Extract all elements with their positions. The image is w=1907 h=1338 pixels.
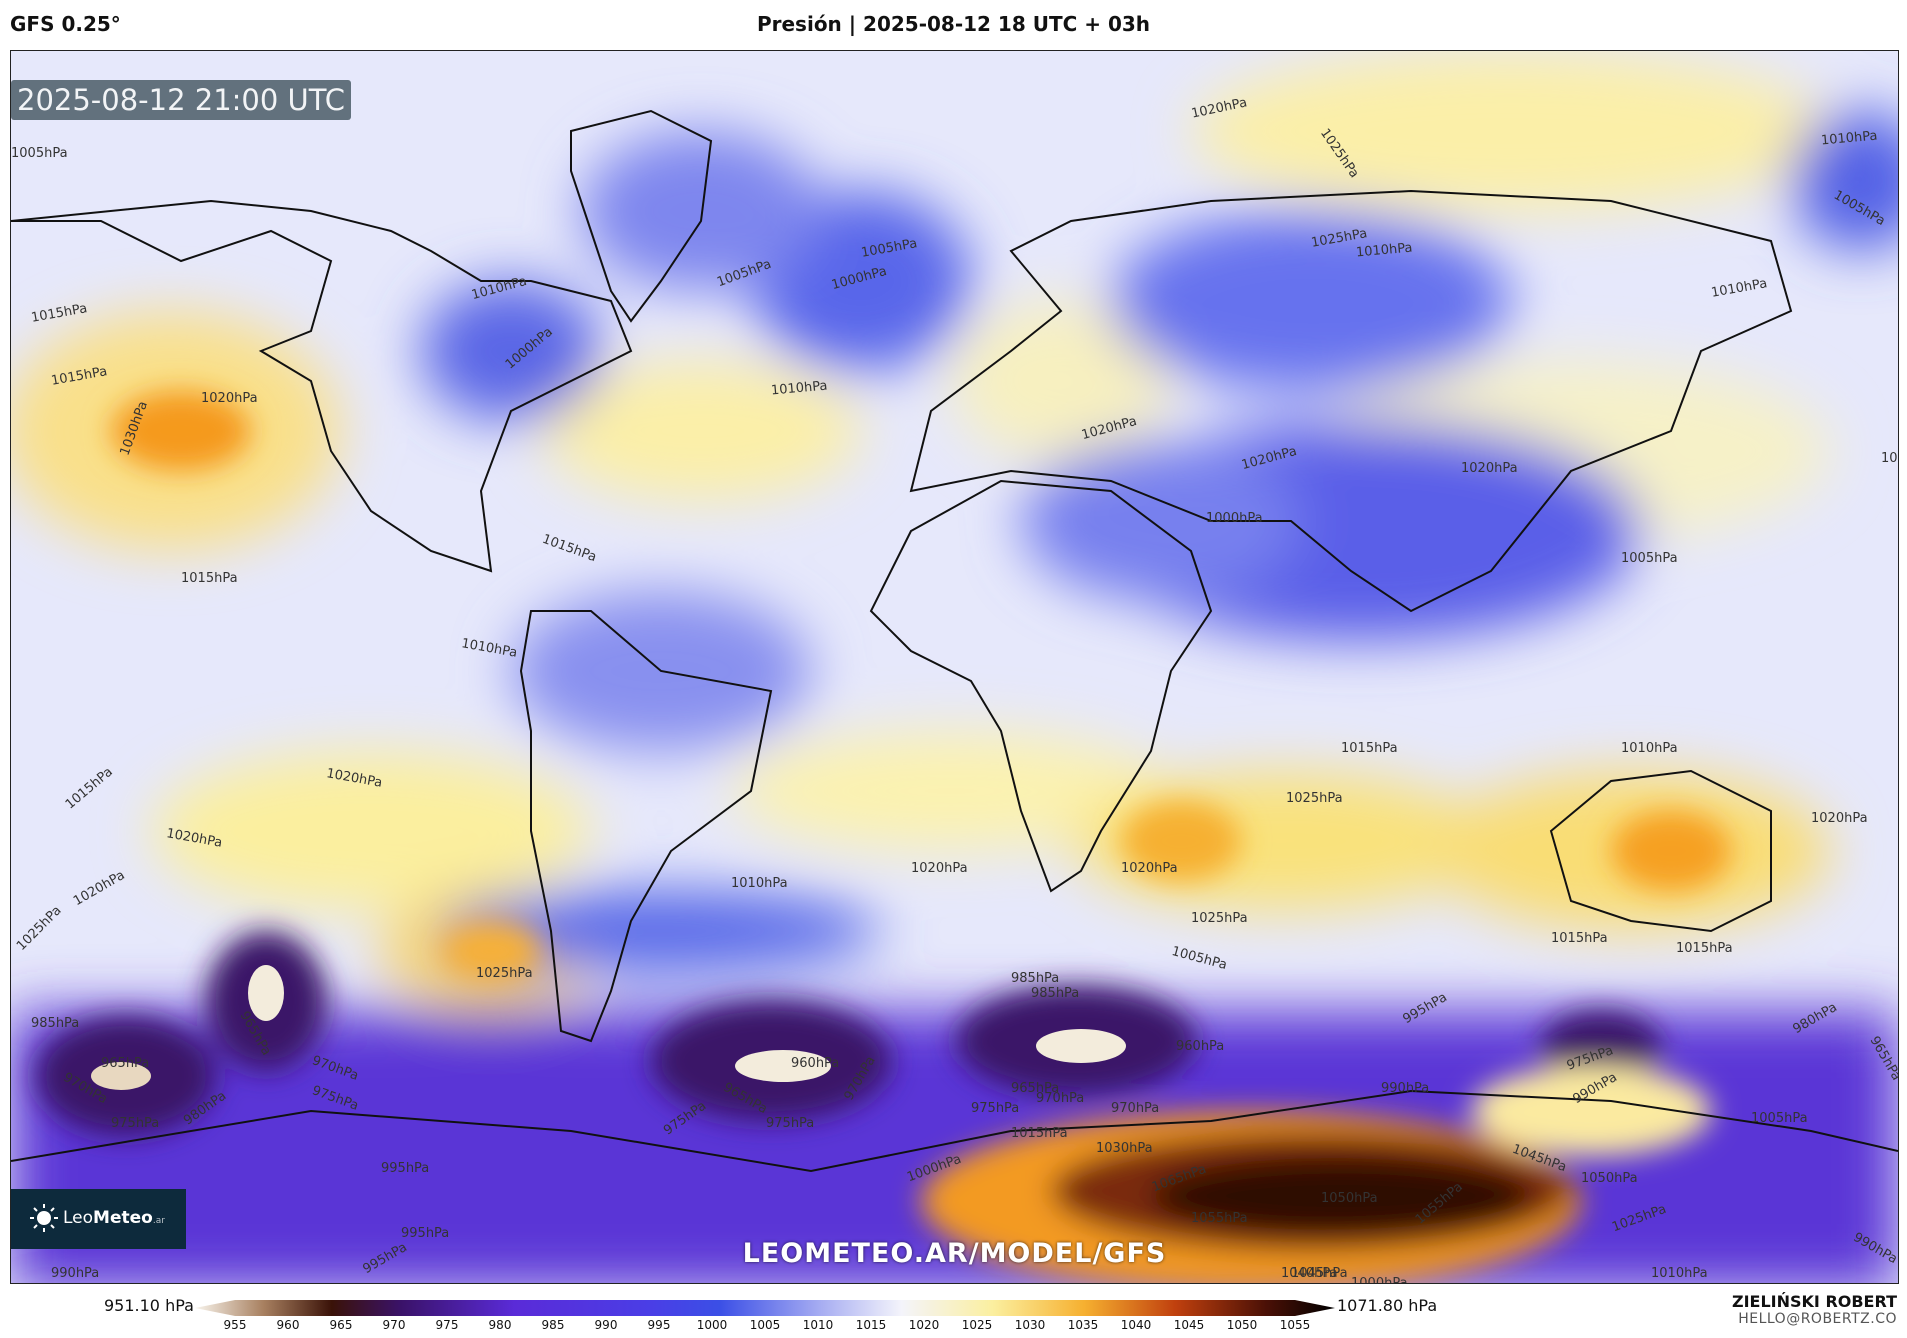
isobar-label: 970hPa (1036, 1091, 1085, 1106)
isobar-label: 985hPa (1031, 986, 1080, 1001)
isobar-label: 1015hPa (1341, 741, 1398, 756)
isobar-label: 1030hPa (1096, 1141, 1153, 1156)
pressure-field (11, 51, 1898, 1283)
isobar-label: 1040hPa (1281, 1266, 1338, 1281)
chart-title: Presión | 2025-08-12 18 UTC + 03h (756, 12, 1151, 36)
isobar-label: 1015hPa (1676, 941, 1733, 956)
colorbar-tick-label: 965 (329, 1318, 353, 1332)
isobar-label: 1025hPa (1191, 911, 1248, 926)
isobar-label: 1005hPa (1751, 1111, 1808, 1126)
isobar-label: 985hPa (1011, 971, 1060, 986)
colorbar-tick-label: 1010 (802, 1318, 834, 1332)
colorbar-ticks: 955 960 965 970 975 980 985 990 995 1000 1005 1010 1… (224, 1318, 1311, 1334)
colorbar-tick-label: 1005 (749, 1318, 781, 1332)
isobar-label: 1015hPa (1881, 451, 1898, 466)
isobar-label: 1020hPa (911, 861, 968, 876)
isobar-label: 1010hPa (731, 876, 788, 891)
colorbar-tick-label: 1035 (1067, 1318, 1099, 1332)
isobar-label: 1050hPa (1581, 1171, 1638, 1186)
low-core (735, 1050, 831, 1082)
isobar-label: 995hPa (401, 1226, 450, 1241)
logo-text-bold: Meteo (93, 1208, 153, 1228)
colorbar-tick-label: 970 (382, 1318, 406, 1332)
colorbar-max-label: 1071.80 hPa (1337, 1296, 1438, 1315)
colorbar-tick-label: 1000 (696, 1318, 728, 1332)
isobar-label: 975hPa (111, 1116, 160, 1131)
isobar-label: 970hPa (1111, 1101, 1160, 1116)
logo-text: LeoMeteo.ar (63, 1208, 165, 1228)
colorbar-tick-label: 1055 (1279, 1318, 1311, 1332)
isobar-label: 1025hPa (1286, 791, 1343, 806)
low-core (91, 1062, 151, 1090)
isobar-label: 990hPa (1381, 1081, 1430, 1096)
isobar-label: 1010hPa (1621, 741, 1678, 756)
logo-text-tld: .ar (152, 1216, 165, 1226)
colorbar (195, 1300, 1335, 1316)
isobar-label: 1010hPa (1651, 1266, 1708, 1281)
footer: 951.10 hPa 955 960 965 970 975 980 985 990 99 (0, 1282, 1907, 1338)
isobar-label: 990hPa (51, 1266, 100, 1281)
colorbar-tick-label: 980 (488, 1318, 512, 1332)
isobar-label: 1020hPa (1461, 461, 1518, 476)
isobar-label: 1020hPa (1121, 861, 1178, 876)
isobar-label: 1005hPa (11, 146, 68, 161)
isobar-label: 1005hPa (1621, 551, 1678, 566)
isobar-label: 1045hPa (1291, 1266, 1348, 1281)
colorbar-tick-label: 960 (276, 1318, 300, 1332)
isobar-label: 965hPa (1011, 1081, 1060, 1096)
low-core (1036, 1029, 1126, 1063)
isobar-label: 1025hPa (476, 966, 533, 981)
colorbar-tick-label: 1015 (855, 1318, 887, 1332)
colorbar-tick-label: 1020 (908, 1318, 940, 1332)
valid-time-badge: 2025-08-12 21:00 UTC (11, 80, 352, 120)
sun-icon (30, 1204, 58, 1232)
colorbar-tick-label: 1040 (1120, 1318, 1152, 1332)
isobar-label: 975hPa (971, 1101, 1020, 1116)
isobar-label: 1055hPa (1191, 1211, 1248, 1226)
isobar-label: 985hPa (31, 1016, 80, 1031)
author-credit: ZIELIŃSKI ROBERT HELLO@ROBERTZ.CO (1732, 1292, 1897, 1327)
isobar-label: 965hPa (101, 1056, 150, 1071)
author-email[interactable]: HELLO@ROBERTZ.CO (1738, 1311, 1897, 1327)
low-core (248, 965, 284, 1021)
pressure-map[interactable]: 2025-08-12 21:00 UTC 1020hPa 1025hPa 1010h… (10, 50, 1899, 1284)
colorbar-tick-label: 1025 (961, 1318, 993, 1332)
coastlines (11, 109, 1898, 1173)
colorbar-tick-label: 955 (223, 1318, 247, 1332)
watermark-url[interactable]: LEOMETEO.AR/MODEL/GFS (742, 1238, 1167, 1269)
leometeo-logo[interactable]: LeoMeteo.ar (11, 1189, 186, 1249)
isobar-label: 960hPa (791, 1056, 840, 1071)
isobar-label: 960hPa (1176, 1039, 1225, 1054)
isobar-label: 1015hPa (181, 571, 238, 586)
isobar-label: 975hPa (766, 1116, 815, 1131)
model-name: GFS 0.25° (10, 12, 121, 36)
colorbar-tick-label: 1050 (1226, 1318, 1258, 1332)
colorbar-tick-label: 1030 (1014, 1318, 1046, 1332)
isobar-label: 1015hPa (1551, 931, 1608, 946)
colorbar-tick-label: 1045 (1173, 1318, 1205, 1332)
isobar-label: 1020hPa (1811, 811, 1868, 826)
isobar-label: 1050hPa (1321, 1191, 1378, 1206)
colorbar-tick-label: 985 (541, 1318, 565, 1332)
colorbar-tick-label: 995 (647, 1318, 671, 1332)
isobar-label: 1015hPa (1011, 1126, 1068, 1141)
isobar-label: 995hPa (381, 1161, 430, 1176)
colorbar-tick-label: 975 (435, 1318, 459, 1332)
colorbar-tick-label: 990 (594, 1318, 618, 1332)
isobar-label: 1000hPa (1351, 1276, 1408, 1284)
author-name: ZIELIŃSKI ROBERT (1731, 1292, 1897, 1311)
header: GFS 0.25° Presión | 2025-08-12 18 UTC + … (0, 0, 1907, 50)
colorbar-min-label: 951.10 hPa (104, 1296, 194, 1315)
isobar-label: 1020hPa (201, 391, 258, 406)
isobar-label: 1000hPa (1206, 511, 1263, 526)
logo-text-light: Leo (63, 1208, 94, 1228)
